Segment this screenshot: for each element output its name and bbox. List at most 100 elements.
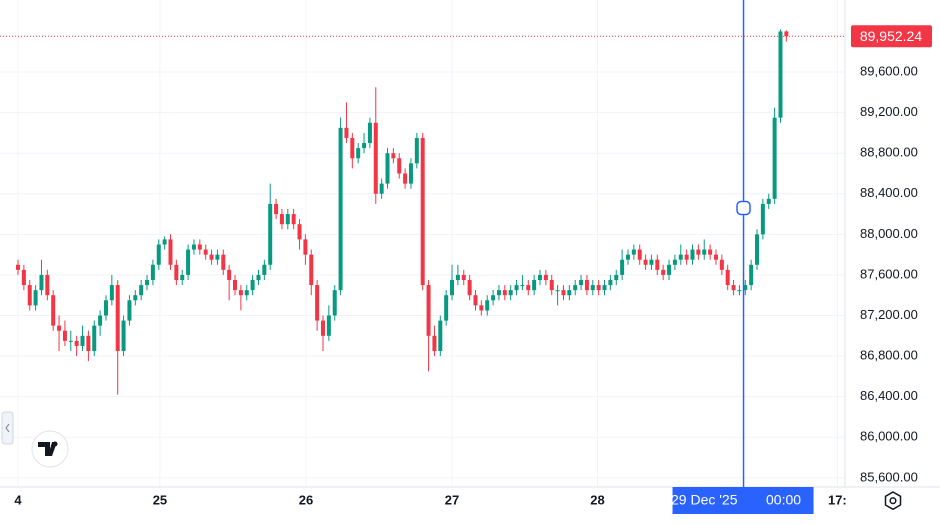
side-toggle[interactable]: [1, 411, 14, 445]
candle-body: [367, 122, 372, 144]
candle-body: [620, 259, 625, 275]
candle-body: [514, 285, 519, 291]
candle-body: [467, 280, 472, 296]
candle-body: [491, 295, 496, 301]
candle-body: [784, 31, 789, 37]
candle-body: [661, 269, 666, 275]
candle-body: [625, 254, 630, 260]
candle-body: [103, 300, 108, 316]
candle-body: [438, 320, 443, 352]
candle-body: [150, 264, 155, 280]
y-tick-label: 87,200.00: [860, 307, 918, 322]
candle-body: [573, 285, 578, 291]
candle-body: [244, 290, 249, 296]
candle-body: [45, 274, 50, 296]
x-tick-label: 27: [445, 492, 459, 507]
candle-body: [379, 183, 384, 194]
candle-body: [227, 269, 232, 280]
candle-body: [426, 285, 431, 336]
candle-body: [127, 300, 132, 321]
candle-body: [549, 280, 554, 291]
candle-body: [678, 254, 683, 260]
candle-body: [397, 158, 402, 174]
candle-body: [291, 214, 296, 225]
last-price-label: 89,952.24: [860, 28, 922, 44]
candle-body: [778, 31, 783, 118]
candle-body: [238, 290, 243, 296]
candle-body: [209, 254, 214, 260]
candle-body: [637, 249, 642, 260]
candle-body: [203, 249, 208, 255]
candle-body: [725, 269, 730, 286]
candle-body: [755, 234, 760, 265]
y-tick-label: 88,800.00: [860, 145, 918, 160]
x-tick-label: 28: [590, 492, 604, 507]
candle-body: [98, 315, 103, 326]
candle-body: [121, 320, 126, 352]
settings-icon[interactable]: [884, 491, 902, 511]
candle-body: [584, 280, 589, 291]
candle-body: [191, 244, 196, 250]
candle-body: [667, 264, 672, 275]
candle-body: [391, 153, 396, 159]
candle-body: [502, 290, 507, 296]
overlay: 89,952.24 29 Dec '25 00:00: [0, 0, 932, 514]
candle-body: [285, 214, 290, 225]
candles: [16, 29, 789, 395]
candle-body: [731, 285, 736, 291]
tradingview-logo[interactable]: [31, 430, 69, 468]
candle-body: [74, 340, 79, 346]
candle-body: [432, 335, 437, 352]
logo-dot: [52, 441, 58, 447]
y-tick-label: 88,000.00: [860, 226, 918, 241]
x-tick-label: 4: [14, 492, 22, 507]
candle-body: [68, 340, 73, 342]
candle-body: [749, 264, 754, 286]
x-tick-label: 26: [299, 492, 313, 507]
candle-body: [21, 269, 26, 286]
candle-body: [444, 295, 449, 321]
candle-body: [408, 163, 413, 184]
candle-body: [719, 259, 724, 270]
candle-body: [27, 285, 32, 306]
candle-body: [772, 117, 777, 199]
candle-body: [538, 274, 543, 280]
candle-body: [414, 137, 419, 164]
side-toggle-box[interactable]: [1, 411, 14, 445]
candle-body: [614, 274, 619, 280]
y-tick-label: 88,400.00: [860, 185, 918, 200]
crosshair-handle: [736, 200, 751, 216]
candle-body: [737, 290, 742, 292]
candle-body: [473, 295, 478, 306]
crosshair-time: 00:00: [766, 492, 801, 508]
candle-body: [297, 224, 302, 240]
candle-body: [168, 239, 173, 265]
candle-body: [561, 290, 566, 296]
candle-body: [186, 249, 191, 275]
candle-body: [233, 280, 238, 291]
candle-body: [274, 203, 279, 215]
candle-body: [162, 239, 167, 245]
candle-body: [461, 274, 466, 280]
candle-body: [303, 239, 308, 255]
candle-body: [250, 280, 255, 291]
candle-body: [215, 254, 220, 260]
candle-body: [708, 249, 713, 255]
candle-body: [602, 285, 607, 291]
candle-body: [16, 264, 20, 270]
candle-body: [92, 325, 97, 352]
y-tick-label: 89,200.00: [860, 104, 918, 119]
candle-body: [485, 300, 490, 311]
candle-body: [350, 137, 355, 159]
side-toggle-arrow: [5, 423, 10, 433]
candle-body: [39, 274, 44, 291]
candle-body: [156, 244, 161, 265]
settings-button[interactable]: [884, 491, 902, 511]
candle-body: [320, 320, 325, 336]
candle-body: [760, 203, 765, 235]
candle-body: [373, 122, 378, 194]
y-tick-label: 89,600.00: [860, 63, 918, 78]
candle-body: [403, 173, 408, 184]
candle-body: [420, 137, 425, 286]
